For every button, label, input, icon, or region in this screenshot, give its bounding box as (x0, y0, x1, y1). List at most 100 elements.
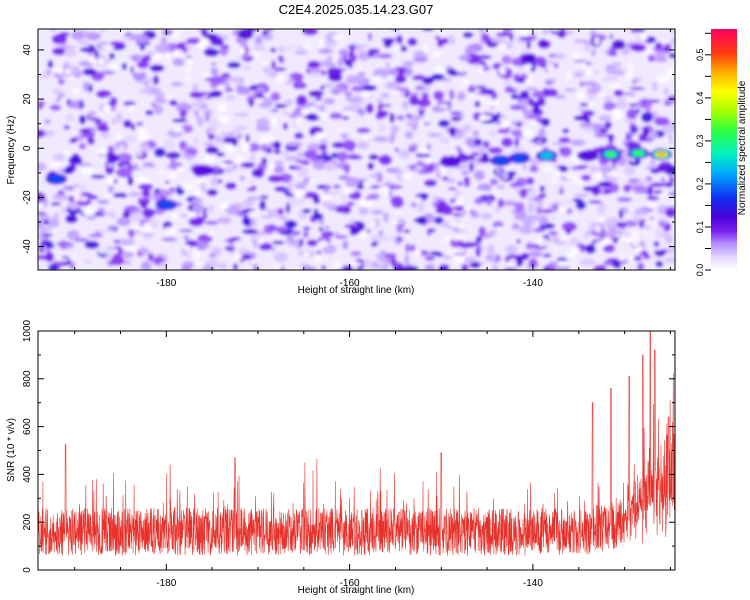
heatmap-cell (149, 64, 165, 72)
heatmap-cell (131, 124, 136, 131)
heatmap-cell (544, 79, 554, 86)
heatmap-cell (285, 220, 298, 229)
heatmap-cell (569, 139, 586, 146)
heatmap-cell (319, 144, 327, 151)
heatmap-cell (603, 95, 613, 102)
heatmap-cell (65, 113, 75, 124)
heatmap-cell (514, 257, 524, 267)
heatmap-cell (218, 85, 227, 92)
heatmap-cell (516, 239, 521, 244)
heatmap-cell (277, 45, 286, 52)
heatmap-cell (535, 139, 543, 148)
heatmap-cell (242, 228, 258, 235)
heatmap-cell (373, 75, 383, 82)
heatmap-cell (132, 68, 145, 73)
heatmap-cell (653, 116, 670, 126)
heatmap-cell (573, 70, 585, 78)
heatmap-cell (128, 191, 142, 197)
heatmap-cell (474, 196, 485, 205)
heatmap-cell (344, 90, 353, 98)
heatmap-cell (371, 221, 377, 226)
heatmap-cell (108, 210, 116, 218)
heatmap-cell (222, 160, 234, 165)
heatmap-cell (522, 163, 527, 172)
heatmap-cell (66, 229, 80, 241)
heatmap-cell (217, 103, 227, 113)
heatmap-cell (417, 120, 425, 127)
heatmap-cell (324, 185, 329, 195)
heatmap-cell (607, 133, 615, 141)
heatmap-cell (486, 244, 495, 256)
heatmap-cell (233, 112, 250, 117)
heatmap-cell (515, 122, 523, 128)
heatmap-cell (439, 221, 453, 228)
heatmap-cell (377, 53, 393, 59)
heatmap-cell (547, 206, 559, 211)
heatmap-cell (90, 174, 106, 179)
heatmap-cell (239, 46, 246, 56)
heatmap-cell (192, 261, 204, 265)
heatmap-cell (463, 178, 471, 188)
heatmap-hotspot (192, 164, 214, 177)
heatmap-cell (401, 173, 413, 179)
heatmap-cell (358, 231, 372, 238)
heatmap-cell (323, 83, 335, 87)
heatmap-cell (44, 244, 56, 249)
heatmap-cell (645, 202, 657, 210)
heatmap-cell (395, 86, 409, 93)
heatmap-cell (536, 206, 542, 215)
heatmap-cell (373, 135, 389, 143)
heatmap-cell (492, 192, 500, 198)
heatmap-cell (501, 55, 512, 65)
heatmap-cell (542, 253, 552, 258)
heatmap-cell (417, 202, 425, 213)
heatmap-cell (551, 159, 558, 163)
heatmap-cell (594, 71, 599, 74)
heatmap-cell (357, 51, 370, 61)
heatmap-cell (350, 250, 362, 257)
heatmap-cell (602, 75, 619, 82)
heatmap-cell (287, 181, 294, 187)
heatmap-cell (243, 259, 257, 265)
heatmap-cell (644, 218, 657, 227)
heatmap-cell (541, 30, 550, 34)
heatmap-cell (303, 115, 317, 119)
heatmap-cell (624, 133, 634, 138)
heatmap-cell (404, 229, 411, 234)
heatmap-cell (152, 258, 166, 262)
heatmap-cell (445, 178, 456, 183)
heatmap-cell (438, 137, 450, 144)
heatmap-cell (236, 86, 252, 95)
heatmap-cell (150, 54, 164, 60)
heatmap-cell (344, 162, 350, 174)
heatmap-cell (205, 146, 219, 155)
heatmap-cell (136, 122, 144, 126)
heatmap-cell (557, 208, 569, 213)
heatmap-cell (609, 33, 614, 40)
heatmap-cell (158, 171, 164, 175)
heatmap-cell (511, 222, 520, 231)
heatmap-cell (334, 235, 348, 239)
colorbar: 0.0 0.1 0.2 0.3 0.4 0.5 Normalized spectral a… (695, 29, 748, 276)
heatmap-cell (629, 86, 645, 91)
heatmap-cell (78, 196, 89, 202)
heatmap-cell (589, 100, 595, 108)
heatmap-cell (580, 174, 592, 182)
heatmap-cell (501, 137, 514, 148)
heatmap-cell (436, 252, 444, 257)
heatmap-cell (47, 263, 59, 270)
heatmap-cell (153, 104, 164, 115)
heatmap-cell (522, 107, 528, 114)
heatmap-cell (479, 88, 496, 94)
heatmap-cell (564, 31, 574, 35)
heatmap-cell (653, 240, 660, 248)
heatmap-cell (349, 219, 355, 225)
heatmap-cell (567, 237, 581, 246)
heatmap-cell (284, 99, 294, 105)
heatmap-cell (462, 79, 470, 85)
heatmap-cell (122, 211, 131, 218)
heatmap-cell (538, 127, 546, 139)
heatmap-cell (315, 96, 323, 101)
heatmap-cell (573, 59, 587, 63)
heatmap-cell (558, 236, 572, 241)
